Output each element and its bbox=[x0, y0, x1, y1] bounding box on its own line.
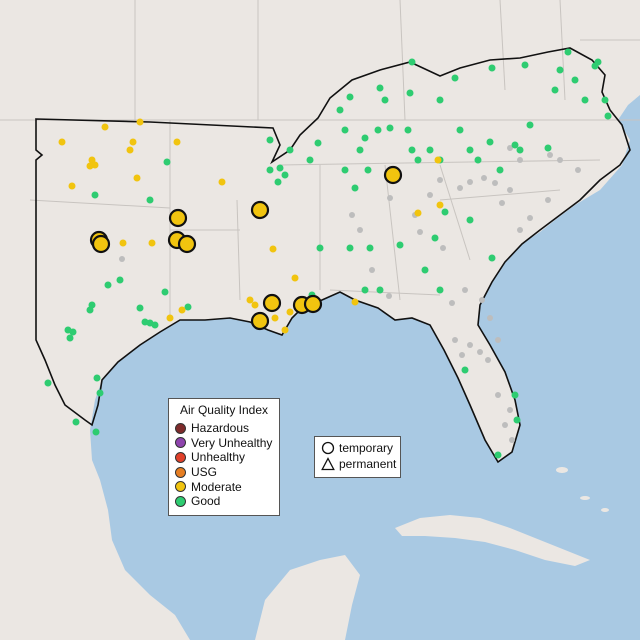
legend-item-unhealthy: Unhealthy bbox=[169, 450, 279, 465]
land-cuba bbox=[395, 515, 590, 566]
markers-nodata bbox=[119, 145, 581, 443]
legend-swatch-icon bbox=[175, 422, 186, 434]
legend-label-permanent: permanent bbox=[339, 457, 397, 471]
legend-label: Moderate bbox=[191, 479, 242, 494]
monitor-type-legend: temporary permanent bbox=[314, 436, 401, 478]
aqi-legend-title: Air Quality Index bbox=[179, 403, 269, 417]
legend-item-very-unhealthy: Very Unhealthy bbox=[169, 436, 279, 451]
circle-icon bbox=[321, 441, 335, 455]
legend-label: Unhealthy bbox=[191, 450, 246, 465]
legend-label: Good bbox=[191, 494, 221, 509]
legend-item-good: Good bbox=[169, 494, 279, 509]
markers-temporary-moderate bbox=[89, 165, 403, 331]
legend-swatch-icon bbox=[175, 466, 186, 478]
region-outline bbox=[35, 47, 631, 464]
aqi-legend: Air Quality Index Hazardous Very Unhealth… bbox=[168, 398, 280, 516]
legend-item-hazardous: Hazardous bbox=[169, 421, 279, 436]
markers-good bbox=[44, 48, 612, 459]
legend-label: Very Unhealthy bbox=[191, 435, 273, 450]
land-yucatan bbox=[255, 555, 360, 640]
legend-item-moderate: Moderate bbox=[169, 479, 279, 494]
legend-swatch-icon bbox=[175, 481, 186, 493]
legend-label-temporary: temporary bbox=[339, 441, 394, 455]
legend-label: Hazardous bbox=[191, 421, 250, 436]
legend-item-temporary: temporary bbox=[315, 440, 400, 456]
legend-label: USG bbox=[191, 465, 218, 480]
legend-item-permanent: permanent bbox=[315, 456, 400, 472]
legend-swatch-icon bbox=[175, 451, 186, 463]
markers-moderate bbox=[58, 118, 444, 334]
legend-swatch-icon bbox=[175, 495, 186, 507]
triangle-icon bbox=[321, 457, 335, 471]
legend-swatch-icon bbox=[175, 437, 186, 449]
legend-item-usg: USG bbox=[169, 465, 279, 480]
land-bahamas bbox=[556, 467, 609, 512]
